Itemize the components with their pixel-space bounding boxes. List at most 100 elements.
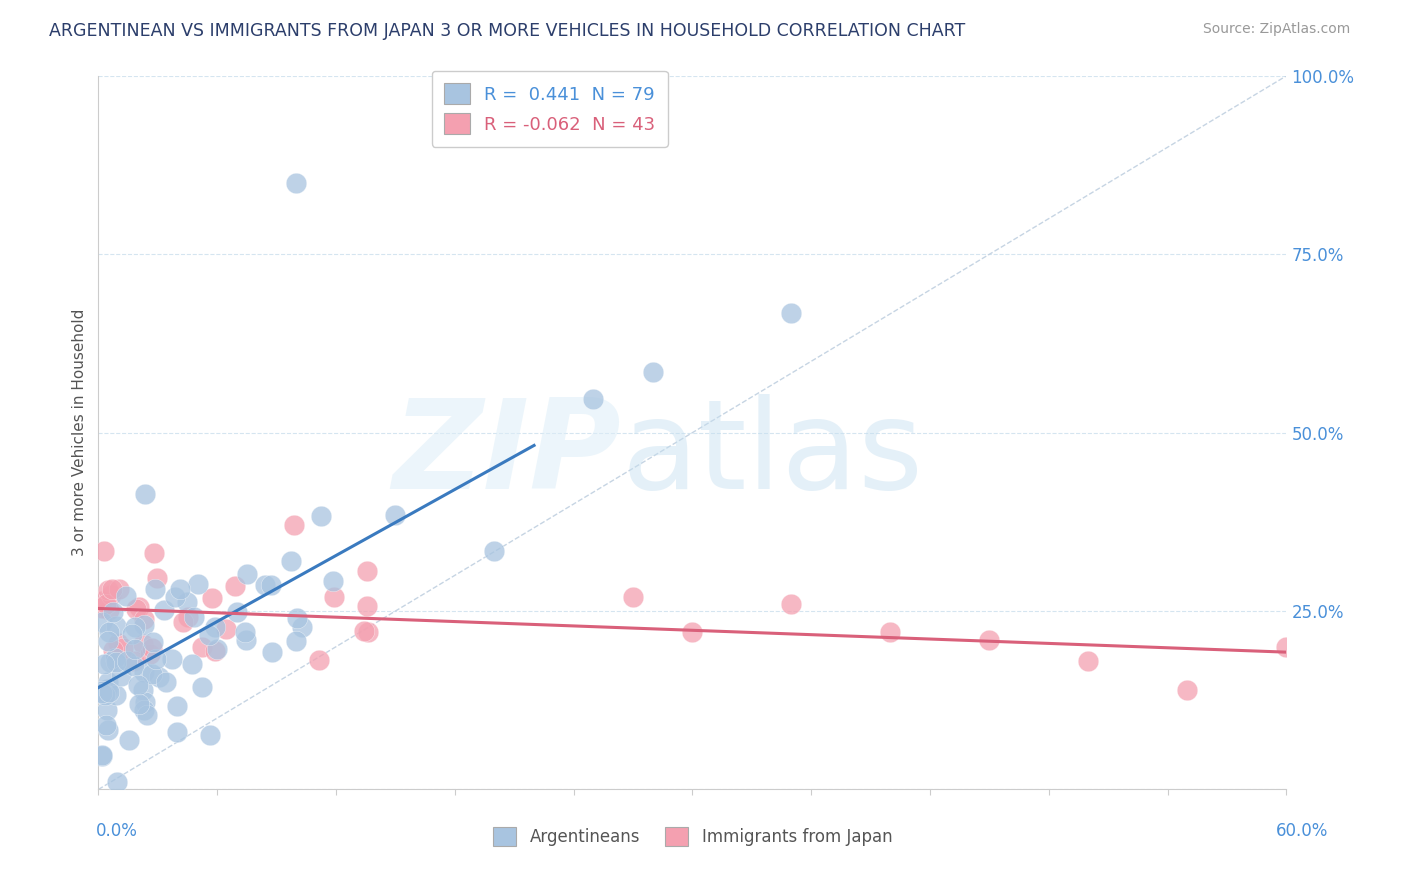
Point <box>148 669 170 683</box>
Point <box>356 564 378 578</box>
Point <box>309 509 332 524</box>
Point <box>128 697 150 711</box>
Point <box>96 682 118 697</box>
Point <box>98 625 121 640</box>
Point <box>124 620 146 634</box>
Point <box>224 579 246 593</box>
Point <box>162 651 184 665</box>
Point <box>163 591 186 605</box>
Point <box>1077 654 1099 668</box>
Point <box>484 544 506 558</box>
Point <box>91 686 114 700</box>
Point <box>215 622 238 636</box>
Point <box>104 651 127 665</box>
Point <box>1275 640 1298 654</box>
Point <box>97 674 120 689</box>
Point <box>260 645 283 659</box>
Point <box>115 589 138 603</box>
Point <box>101 582 124 596</box>
Point <box>91 749 114 764</box>
Point <box>166 725 188 739</box>
Text: 0.0%: 0.0% <box>96 822 138 840</box>
Point <box>132 682 155 697</box>
Point <box>117 733 139 747</box>
Point <box>96 703 118 717</box>
Point <box>879 625 901 640</box>
Legend: Argentineans, Immigrants from Japan: Argentineans, Immigrants from Japan <box>486 820 898 853</box>
Point <box>108 582 131 597</box>
Point <box>323 590 346 604</box>
Point <box>91 748 114 763</box>
Point <box>780 306 803 320</box>
Point <box>155 674 177 689</box>
Point <box>132 618 155 632</box>
Point <box>152 602 174 616</box>
Point <box>322 574 344 588</box>
Point <box>166 698 188 713</box>
Point <box>285 610 308 624</box>
Point <box>1177 682 1199 697</box>
Text: ZIP: ZIP <box>392 393 621 515</box>
Point <box>100 588 122 602</box>
Point <box>235 633 257 648</box>
Point <box>291 620 314 634</box>
Point <box>110 668 132 682</box>
Point <box>145 651 167 665</box>
Point <box>132 665 155 679</box>
Point <box>97 634 120 648</box>
Point <box>641 366 664 380</box>
Point <box>172 615 194 630</box>
Point <box>122 659 145 673</box>
Point <box>308 653 330 667</box>
Point <box>201 591 224 605</box>
Point <box>115 654 138 668</box>
Point <box>780 597 803 611</box>
Point <box>105 775 128 789</box>
Point <box>97 723 120 737</box>
Point <box>125 602 148 616</box>
Point <box>136 708 159 723</box>
Text: atlas: atlas <box>621 393 924 515</box>
Point <box>204 644 226 658</box>
Point <box>134 486 156 500</box>
Point <box>180 657 202 671</box>
Point <box>107 636 129 650</box>
Point <box>285 633 308 648</box>
Point <box>97 583 120 598</box>
Point <box>204 620 226 634</box>
Point <box>127 678 149 692</box>
Point <box>254 578 277 592</box>
Point <box>94 718 117 732</box>
Point <box>183 610 205 624</box>
Point <box>235 624 257 639</box>
Point <box>169 582 191 596</box>
Point <box>177 610 200 624</box>
Point <box>198 728 221 742</box>
Point <box>91 615 114 629</box>
Point <box>187 577 209 591</box>
Point <box>122 654 145 668</box>
Point <box>621 590 644 604</box>
Point <box>191 640 214 654</box>
Text: ARGENTINEAN VS IMMIGRANTS FROM JAPAN 3 OR MORE VEHICLES IN HOUSEHOLD CORRELATION: ARGENTINEAN VS IMMIGRANTS FROM JAPAN 3 O… <box>49 22 966 40</box>
Point <box>134 695 156 709</box>
Point <box>98 656 121 670</box>
Point <box>103 643 125 657</box>
Point <box>141 641 163 656</box>
Point <box>131 637 153 651</box>
Point <box>283 517 305 532</box>
Point <box>143 546 166 560</box>
Point <box>356 599 378 613</box>
Point <box>226 605 249 619</box>
Point <box>121 627 143 641</box>
Point <box>384 508 406 523</box>
Point <box>104 688 127 702</box>
Point <box>142 635 165 649</box>
Point <box>197 627 219 641</box>
Point <box>94 688 117 702</box>
Point <box>260 578 283 592</box>
Point <box>145 571 167 585</box>
Point <box>236 566 259 581</box>
Point <box>91 594 114 608</box>
Point <box>97 603 120 617</box>
